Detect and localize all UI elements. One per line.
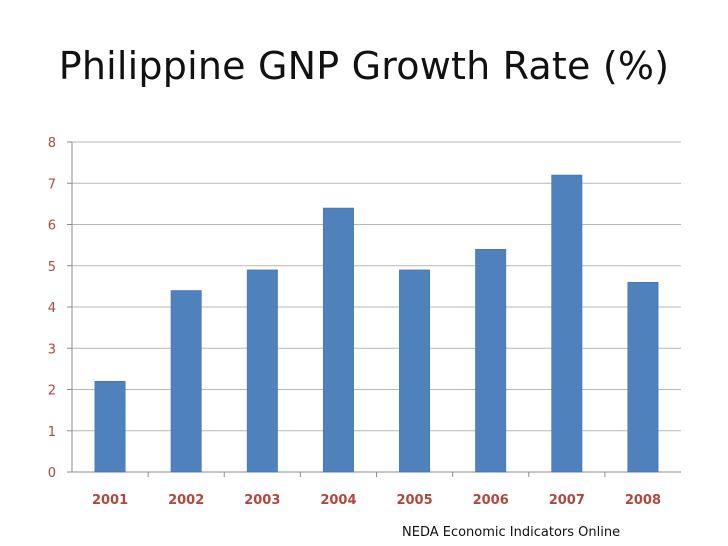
bar-2005 <box>399 269 431 473</box>
slide-title: Philippine GNP Growth Rate (%) <box>58 44 670 88</box>
y-tick-label: 0 <box>48 466 56 481</box>
y-tick-label: 4 <box>48 301 56 316</box>
bar-2001 <box>94 381 126 473</box>
bar-2007 <box>551 174 583 473</box>
x-tick-label: 2001 <box>92 493 128 508</box>
y-tick-label: 2 <box>48 384 56 399</box>
bar-2003 <box>246 269 278 473</box>
y-tick-labels: 0 1 2 3 4 5 6 7 8 <box>48 136 56 481</box>
y-tick-label: 8 <box>48 136 56 151</box>
x-tick-label: 2003 <box>244 493 280 508</box>
bars <box>94 174 659 473</box>
bar-2002 <box>170 290 202 473</box>
x-tick-label: 2002 <box>168 493 204 508</box>
y-tick-label: 5 <box>48 260 56 275</box>
y-tick-label: 3 <box>48 342 56 357</box>
x-tick-label: 2008 <box>625 493 661 508</box>
x-tick-label: 2007 <box>549 493 585 508</box>
x-tick-label: 2006 <box>473 493 509 508</box>
source-note: NEDA Economic Indicators Online <box>402 525 621 540</box>
axes <box>67 141 681 477</box>
bar-2004 <box>322 207 354 473</box>
bar-2006 <box>475 249 507 473</box>
x-tick-label: 2005 <box>396 493 432 508</box>
y-tick-label: 6 <box>48 219 56 234</box>
gridlines <box>72 141 681 432</box>
bar-2008 <box>627 282 659 473</box>
x-tick-labels: 2001 2002 2003 2004 2005 2006 2007 2008 <box>92 493 661 508</box>
y-tick-label: 7 <box>48 177 56 192</box>
y-tick-label: 1 <box>48 425 56 440</box>
x-tick-label: 2004 <box>320 493 356 508</box>
